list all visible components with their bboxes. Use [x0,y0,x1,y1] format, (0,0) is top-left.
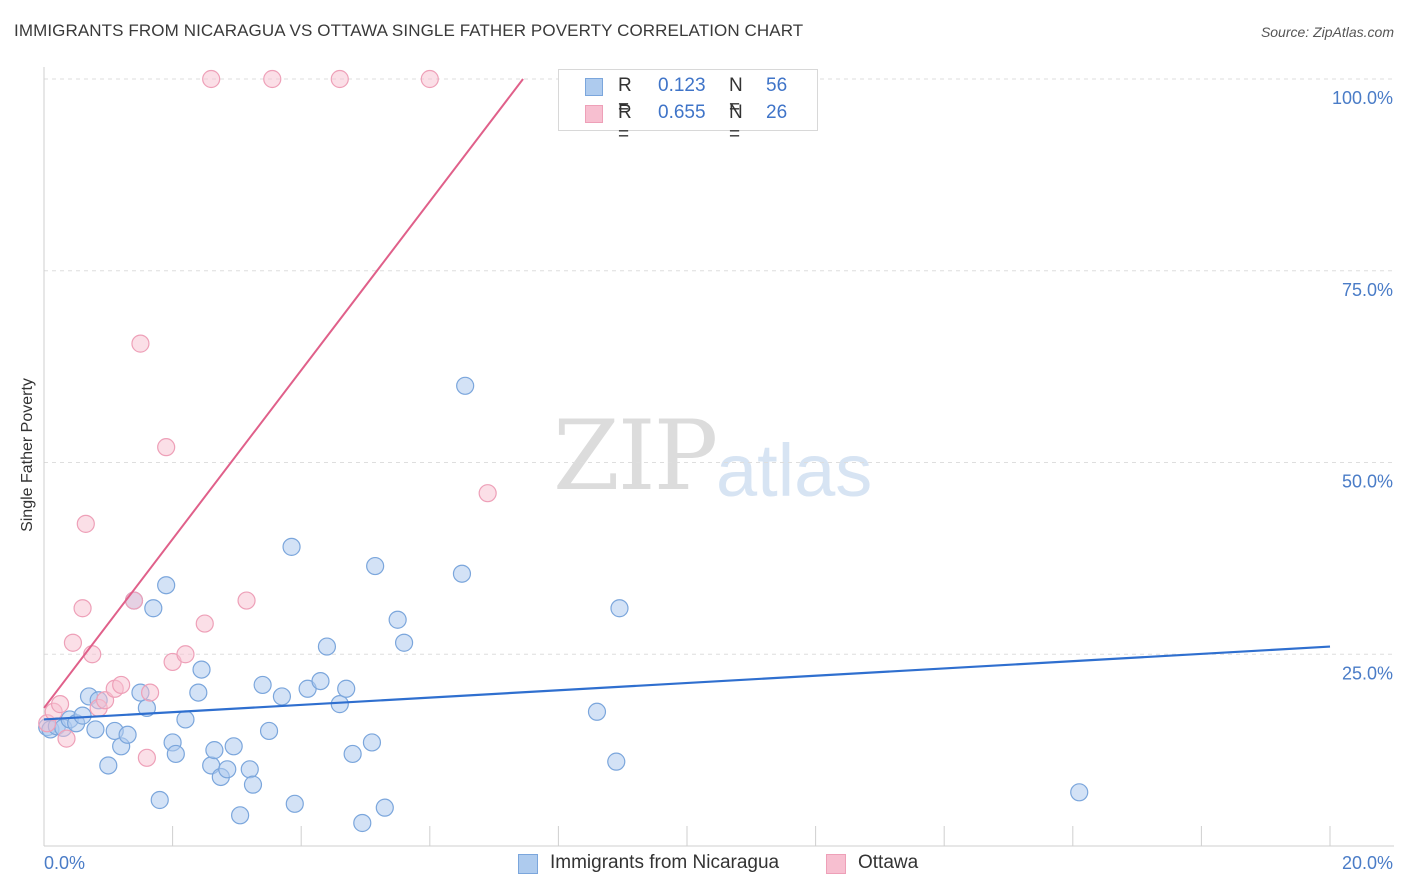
data-point-ottawa [131,334,150,353]
legend-swatch-ottawa [585,105,603,123]
data-point-nicaragua [282,537,301,556]
data-point-ottawa [330,69,349,89]
series-nicaragua [38,376,1089,833]
data-point-nicaragua [337,679,356,698]
data-point-nicaragua [205,741,224,760]
data-point-nicaragua [587,702,607,721]
data-point-ottawa [83,645,102,664]
data-point-ottawa [73,599,92,618]
series-ottawa [38,69,497,767]
data-point-nicaragua [118,725,137,744]
data-point-nicaragua [394,633,414,652]
trend-line-nicaragua [43,645,1331,721]
legend-n-value: 26 [766,102,788,123]
legend-n-label: N = [729,102,743,145]
data-point-nicaragua [272,687,292,706]
data-point-nicaragua [311,671,330,691]
watermark-atlas: atlas [716,429,873,512]
data-point-ottawa [237,591,256,610]
data-point-nicaragua [240,760,259,779]
y-tick-label: 50.0% [1342,472,1393,492]
y-tick-label: 25.0% [1342,663,1393,683]
trend-line-ottawa [43,78,524,709]
data-point-nicaragua [362,733,382,752]
legend-n-value: 56 [766,75,788,96]
data-point-ottawa [176,645,195,664]
stats-legend: R = 0.123 N = 56 R = 0.655 N = 26 [558,69,818,145]
y-tick-label: 100.0% [1332,88,1393,108]
legend-r-value: 0.655 [658,102,706,123]
legend-swatch-nicaragua [518,854,538,874]
legend-swatch-nicaragua [585,78,603,96]
data-point-ottawa [50,695,70,714]
data-point-nicaragua [285,794,304,813]
data-point-nicaragua [166,744,185,764]
data-point-ottawa [202,69,221,89]
data-point-nicaragua [243,775,263,794]
data-point-nicaragua [224,737,243,756]
legend-n-label: N = [729,75,743,118]
data-point-nicaragua [150,790,169,810]
data-point-ottawa [137,748,156,767]
data-point-nicaragua [253,675,272,695]
data-point-nicaragua [259,721,279,741]
axes [43,67,1394,847]
data-point-ottawa [76,514,95,533]
data-point-nicaragua [456,376,475,395]
data-point-ottawa [124,591,144,610]
watermark-zip: ZIP [553,400,718,512]
data-point-nicaragua [144,599,163,618]
tick-labels: 100.0% 75.0% 50.0% 25.0% 0.0% 20.0% [44,88,1393,873]
series-legend: Immigrants from Nicaragua Ottawa [0,852,1406,878]
data-point-ottawa [195,614,214,633]
data-point-nicaragua [607,752,626,771]
data-point-nicaragua [189,683,208,702]
data-point-nicaragua [73,706,92,725]
legend-label-nicaragua: Immigrants from Nicaragua [550,852,780,873]
legend-r-label: R = [618,102,632,145]
data-point-nicaragua [176,710,195,729]
trend-lines [43,78,1331,721]
legend-r-label: R = [618,75,632,118]
data-point-nicaragua [452,564,472,583]
data-point-nicaragua [231,806,250,825]
data-point-ottawa [478,484,497,503]
data-point-nicaragua [317,637,337,656]
data-point-nicaragua [218,760,237,779]
data-point-nicaragua [343,744,362,764]
data-point-ottawa [420,69,439,89]
data-point-nicaragua [157,576,176,595]
data-point-nicaragua [192,660,211,679]
data-point-nicaragua [375,798,394,817]
grid-lines [44,78,1394,655]
x-tick-label-max: 20.0% [1342,853,1393,873]
data-point-ottawa [263,69,282,89]
chart-title: IMMIGRANTS FROM NICARAGUA VS OTTAWA SING… [14,21,804,40]
data-point-nicaragua [610,599,629,618]
data-point-ottawa [57,729,76,748]
legend-r-value: 0.123 [658,75,706,96]
data-point-nicaragua [353,813,372,833]
y-tick-label: 75.0% [1342,280,1393,300]
data-point-nicaragua [99,756,118,775]
legend-swatch-ottawa [826,854,846,874]
data-point-ottawa [140,683,160,702]
x-tick-label-min: 0.0% [44,853,85,873]
legend-label-ottawa: Ottawa [858,852,919,873]
data-point-ottawa [157,438,176,457]
chart-source: Source: ZipAtlas.com [1260,24,1394,40]
data-point-nicaragua [388,610,407,629]
data-point-nicaragua [1070,783,1089,802]
data-point-nicaragua [86,720,105,739]
data-point-ottawa [112,675,131,695]
data-point-ottawa [63,633,83,652]
data-point-nicaragua [366,556,385,576]
